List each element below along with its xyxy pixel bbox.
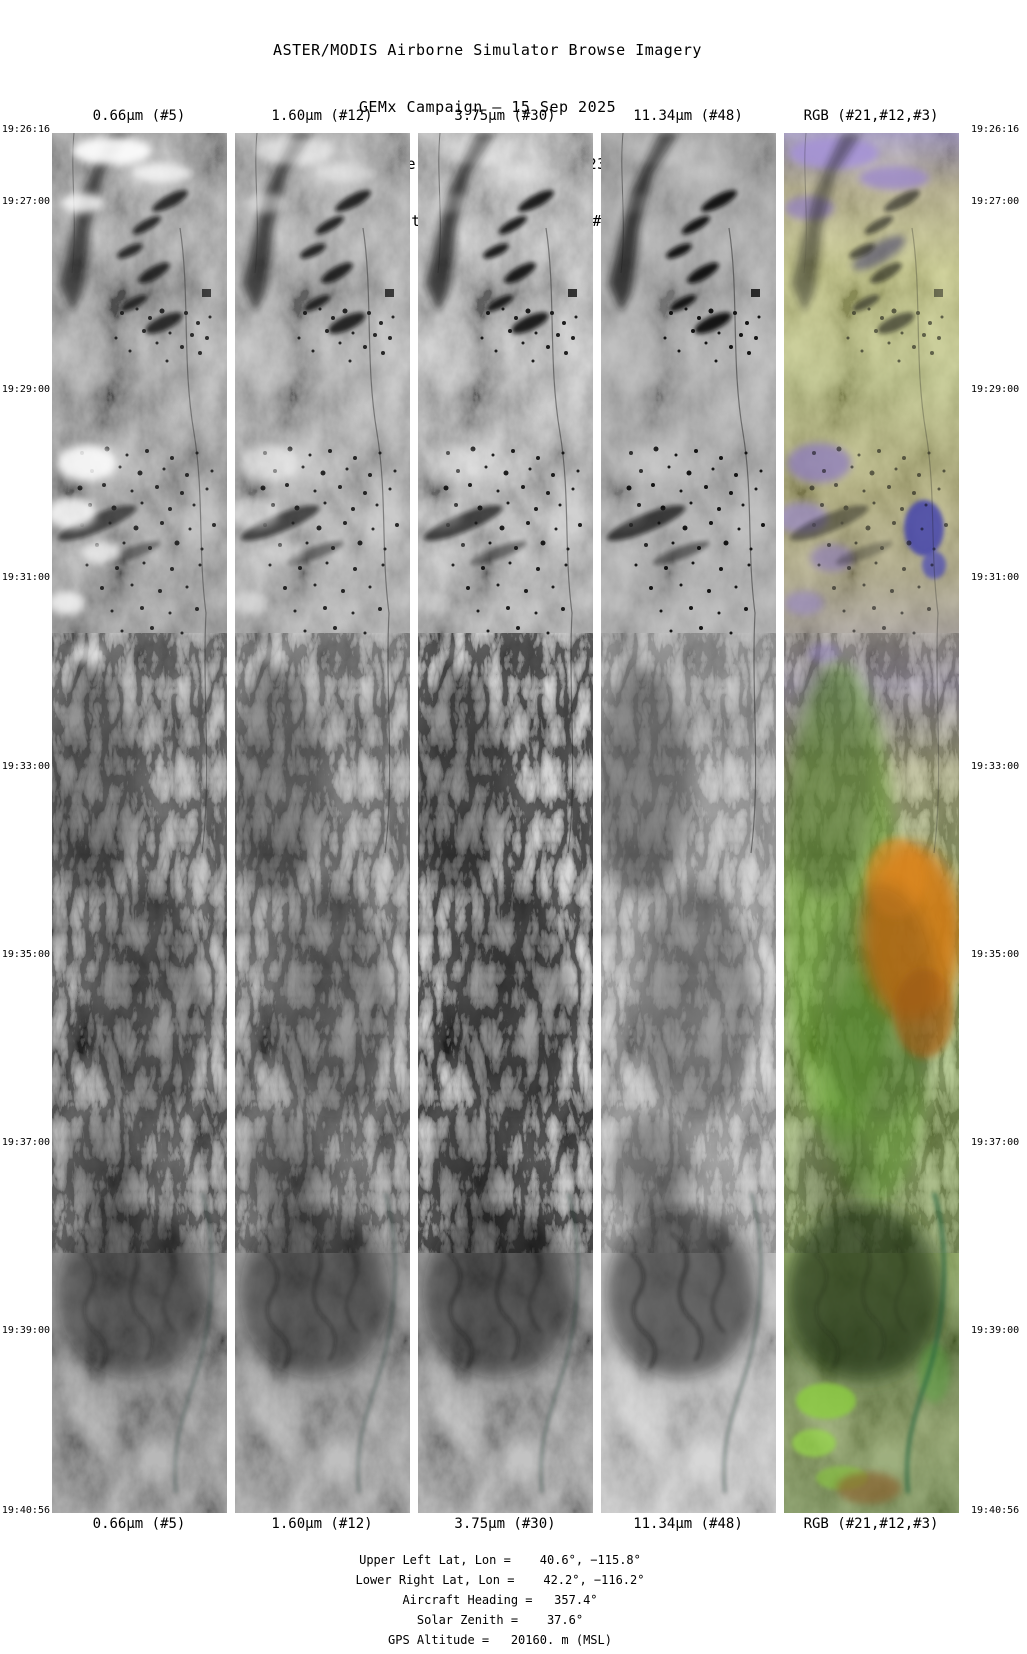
strip-label-top-3.75um: 3.75μm (#30) [454, 108, 556, 124]
strip-label-bottom-11.34um: 11.34μm (#48) [633, 1516, 743, 1532]
strip-1.60um [235, 133, 410, 1513]
timestamp-right-8: 19:40:56 [971, 1505, 1020, 1516]
timestamp-right-1: 19:27:00 [971, 196, 1020, 207]
strip-rgb [784, 133, 959, 1513]
strip-label-top-1.60um: 1.60μm (#12) [271, 108, 373, 124]
timestamp-right-4: 19:33:00 [971, 761, 1020, 772]
strip-image-11.34um [601, 133, 776, 1513]
strip-label-top-11.34um: 11.34μm (#48) [633, 108, 743, 124]
strip-label-bottom-1.60um: 1.60μm (#12) [271, 1516, 373, 1532]
timestamp-left-2: 19:29:00 [1, 384, 50, 395]
strip-image-3.75um [418, 133, 593, 1513]
footer-metadata: Upper Left Lat, Lon = 40.6°, −115.8° Low… [0, 1550, 1000, 1650]
timestamp-left-5: 19:35:00 [1, 949, 50, 960]
strip-label-bottom-rgb: RGB (#21,#12,#3) [803, 1516, 939, 1532]
timestamp-right-7: 19:39:00 [971, 1325, 1020, 1336]
strip-image-rgb [784, 133, 959, 1513]
timestamp-left-8: 19:40:56 [1, 1505, 50, 1516]
strip-label-bottom-3.75um: 3.75μm (#30) [454, 1516, 556, 1532]
timestamp-left-6: 19:37:00 [1, 1137, 50, 1148]
timestamp-left-0: 19:26:16 [1, 124, 50, 135]
strip-label-top-0.66um: 0.66μm (#5) [92, 108, 186, 124]
strip-3.75um [418, 133, 593, 1513]
strip-label-bottom-0.66um: 0.66μm (#5) [92, 1516, 186, 1532]
header-title: ASTER/MODIS Airborne Simulator Browse Im… [273, 41, 702, 59]
footer-gps-altitude: GPS Altitude = 20160. m (MSL) [388, 1633, 612, 1647]
strip-label-top-rgb: RGB (#21,#12,#3) [803, 108, 939, 124]
footer-lower-right-latlon: Lower Right Lat, Lon = 42.2°, −116.2° [355, 1573, 645, 1587]
timestamp-left-1: 19:27:00 [1, 196, 50, 207]
rgb-cloud-purple-blobs [784, 137, 929, 663]
timestamp-left-3: 19:31:00 [1, 572, 50, 583]
strip-image-1.60um [235, 133, 410, 1513]
strip-0.66um [52, 133, 227, 1513]
timestamp-right-5: 19:35:00 [971, 949, 1020, 960]
strip-image-0.66um [52, 133, 227, 1513]
strip-11.34um [601, 133, 776, 1513]
footer-aircraft-heading: Aircraft Heading = 357.4° [402, 1593, 598, 1607]
timestamp-left-4: 19:33:00 [1, 761, 50, 772]
timestamp-right-3: 19:31:00 [971, 572, 1020, 583]
header-campaign: GEMx Campaign — 15 Sep 2025 [358, 98, 617, 116]
footer-solar-zenith: Solar Zenith = 37.6° [416, 1613, 584, 1627]
footer-upper-left-latlon: Upper Left Lat, Lon = 40.6°, −115.8° [359, 1553, 641, 1567]
timestamp-right-6: 19:37:00 [971, 1137, 1020, 1148]
timestamp-right-2: 19:29:00 [971, 384, 1020, 395]
timestamp-right-0: 19:26:16 [971, 124, 1020, 135]
timestamp-left-7: 19:39:00 [1, 1325, 50, 1336]
